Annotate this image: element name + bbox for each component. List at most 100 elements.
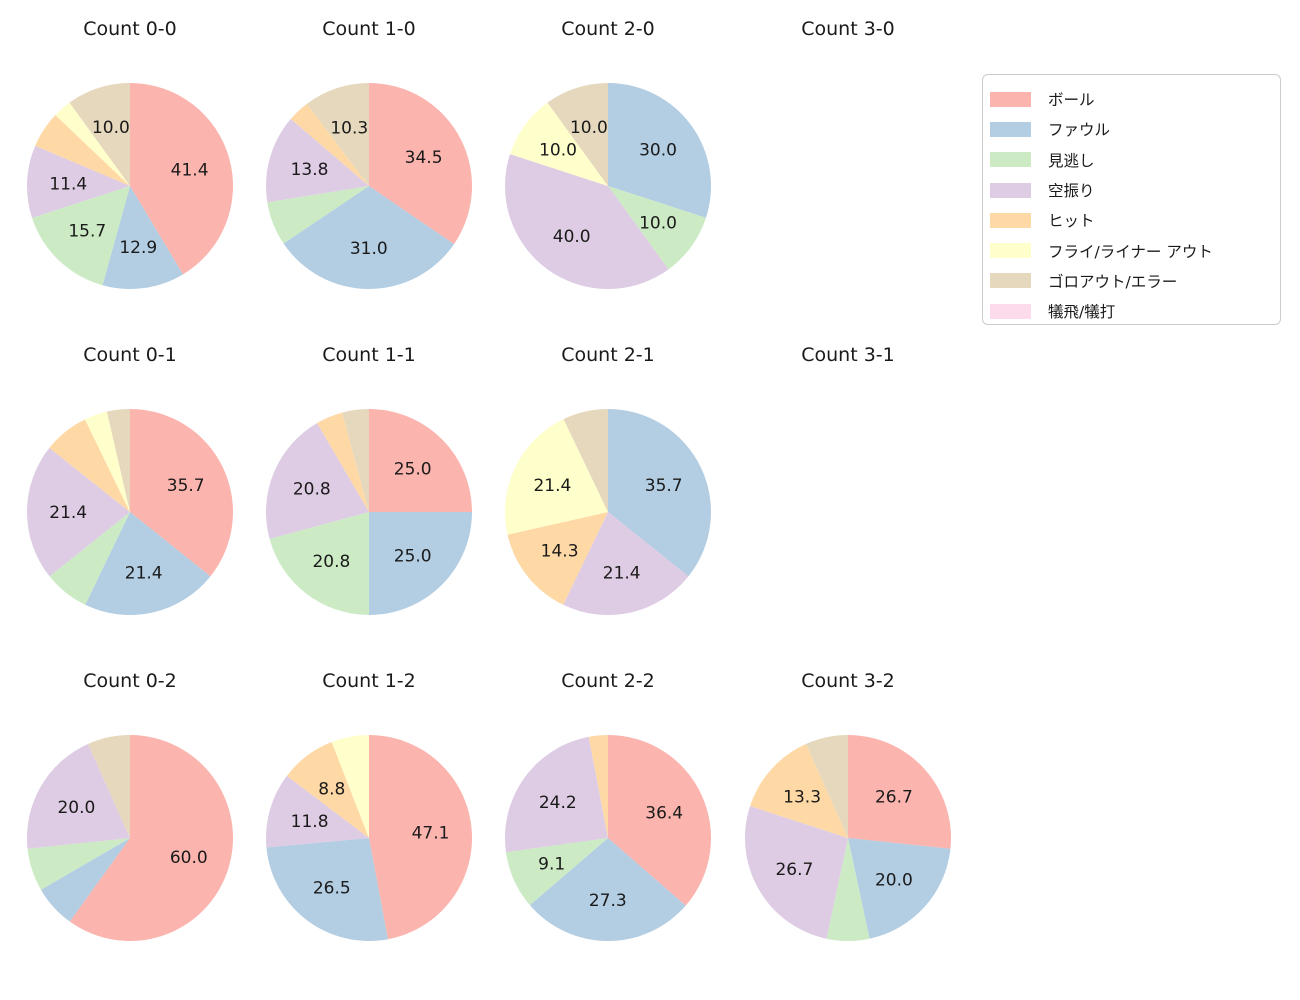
pie-slice-foul [608,409,711,577]
pie-slice-foul [608,83,712,218]
slice-percent-label: 20.8 [312,552,350,572]
slice-percent-label: 30.0 [639,141,677,161]
pie-slice-hit [290,103,369,186]
pie-slice-foul [266,838,388,942]
pie-svg: 36.4 27.3 9.1 24.2 [504,735,712,942]
pie-slice-called-strike [269,512,369,615]
slice-percent-label: 47.1 [412,823,450,843]
pie-svg: 60.0 20.0 [27,735,233,941]
slice-percent-label: 21.4 [49,503,87,523]
pie-slice-called-strike [27,838,130,890]
chart-title: Count 3-1 [801,344,895,366]
pie-slice-ball [848,735,951,849]
pie-slice-groundout-error [547,83,608,186]
legend-color-swatch [990,91,1031,107]
pie-slice-ball [369,735,473,940]
pie-svg: 30.0 10.0 40.0 10.0 10.0 [504,83,712,290]
slice-percent-label: 35.7 [167,476,205,496]
slice-percent-label: 21.4 [125,563,163,583]
pie-slice-ball [369,409,472,512]
slice-percent-label: 11.8 [291,812,329,832]
pie-slice-groundout-error [106,409,130,512]
pie-slice-foul [85,512,211,615]
chart-title: Count 1-1 [322,344,416,366]
slice-percent-label: 36.4 [645,803,683,823]
pie-slice-foul [848,838,951,939]
slice-percent-label: 24.2 [539,793,577,813]
pie-slice-called-strike [49,512,130,605]
slice-percent-label: 26.7 [875,788,913,808]
legend-label: 空振り [1048,182,1095,201]
slice-percent-label: 10.0 [570,118,608,138]
pie-slice-ball [130,83,234,275]
pie-svg: 25.0 25.0 20.8 20.8 [266,409,472,615]
legend-item-foul: ファウル [990,114,1280,144]
legend-item-hit: ヒット [990,205,1280,235]
pie-slice-hit [507,512,608,605]
pie-slice-swinging-strike [265,775,369,848]
legend-label: ファウル [1048,121,1111,140]
pie-slice-fly-liner-out [504,419,608,535]
legend-color-swatch [990,152,1031,168]
pie-svg: 34.5 31.0 13.8 10.3 [266,83,472,289]
pie-slice-groundout-error [69,83,130,186]
legend-label: ゴロアウト/エラー [1048,272,1178,291]
pie-slice-foul [529,838,686,942]
pie-slice-groundout-error [342,409,369,512]
slice-percent-label: 21.4 [603,563,641,583]
slice-percent-label: 35.7 [645,476,683,496]
slice-percent-label: 13.8 [291,160,329,180]
pie-slice-swinging-strike [27,743,130,849]
chart-title: Count 1-2 [322,670,416,692]
pie-slice-ball [608,735,712,906]
legend-item-fly-liner-out: フライ/ライナー アウト [990,235,1280,265]
pie-slice-groundout-error [306,83,369,186]
slice-percent-label: 25.0 [394,547,432,567]
pie-slice-ball [369,83,472,245]
slice-percent-label: 20.0 [875,870,913,890]
slice-percent-label: 12.9 [119,238,157,258]
pie-svg: 26.7 20.0 26.7 13.3 [744,735,951,941]
pie-slice-ball [69,735,233,941]
pie-slice-swinging-strike [563,512,689,615]
legend-item-swinging-strike: 空振り [990,175,1280,205]
slice-percent-label: 31.0 [350,239,388,259]
pie-svg: 35.7 21.4 21.4 [27,409,233,615]
chart-title: Count 2-0 [561,18,655,40]
legend: ボール ファウル 見逃し 空振り ヒット フライ/ライナー アウト ゴロアウト/エラー 犠飛/… [982,74,1281,325]
slice-percent-label: 21.4 [533,476,571,496]
legend-color-swatch [990,303,1031,319]
slice-percent-label: 20.8 [293,479,331,499]
slice-percent-label: 8.8 [318,780,345,800]
pie-svg: 41.4 12.9 15.7 11.4 10.0 [27,83,234,289]
pie-svg: 35.7 21.4 14.3 21.4 [504,409,711,615]
pie-slice-swinging-strike [504,154,669,290]
slice-percent-label: 13.3 [783,788,821,808]
pie-slice-hit [317,412,369,512]
pie-slice-called-strike [267,186,369,244]
legend-item-ball: ボール [990,84,1280,114]
slice-percent-label: 20.0 [57,798,95,818]
pie-slice-foul [369,512,472,615]
pie-slice-called-strike [505,838,608,906]
legend-color-swatch [990,182,1031,198]
slice-percent-label: 10.0 [92,118,130,138]
legend-label: ボール [1048,91,1095,110]
slice-percent-label: 27.3 [589,891,627,911]
legend-item-called-strike: 見逃し [990,145,1280,175]
legend-color-swatch [990,121,1031,137]
legend-color-swatch [990,212,1031,228]
slice-percent-label: 34.5 [405,148,443,168]
slice-percent-label: 10.0 [539,141,577,161]
chart-title: Count 0-0 [83,18,177,40]
pie-slice-swinging-strike [27,447,130,577]
legend-label: 見逃し [1048,151,1095,170]
pie-slice-hit [49,419,130,512]
slice-percent-label: 26.5 [313,878,351,898]
chart-title: Count 3-2 [801,670,895,692]
pie-slice-swinging-strike [266,423,369,539]
chart-title: Count 0-1 [83,344,177,366]
pie-slice-swinging-strike [744,806,848,939]
chart-title: Count 3-0 [801,18,895,40]
